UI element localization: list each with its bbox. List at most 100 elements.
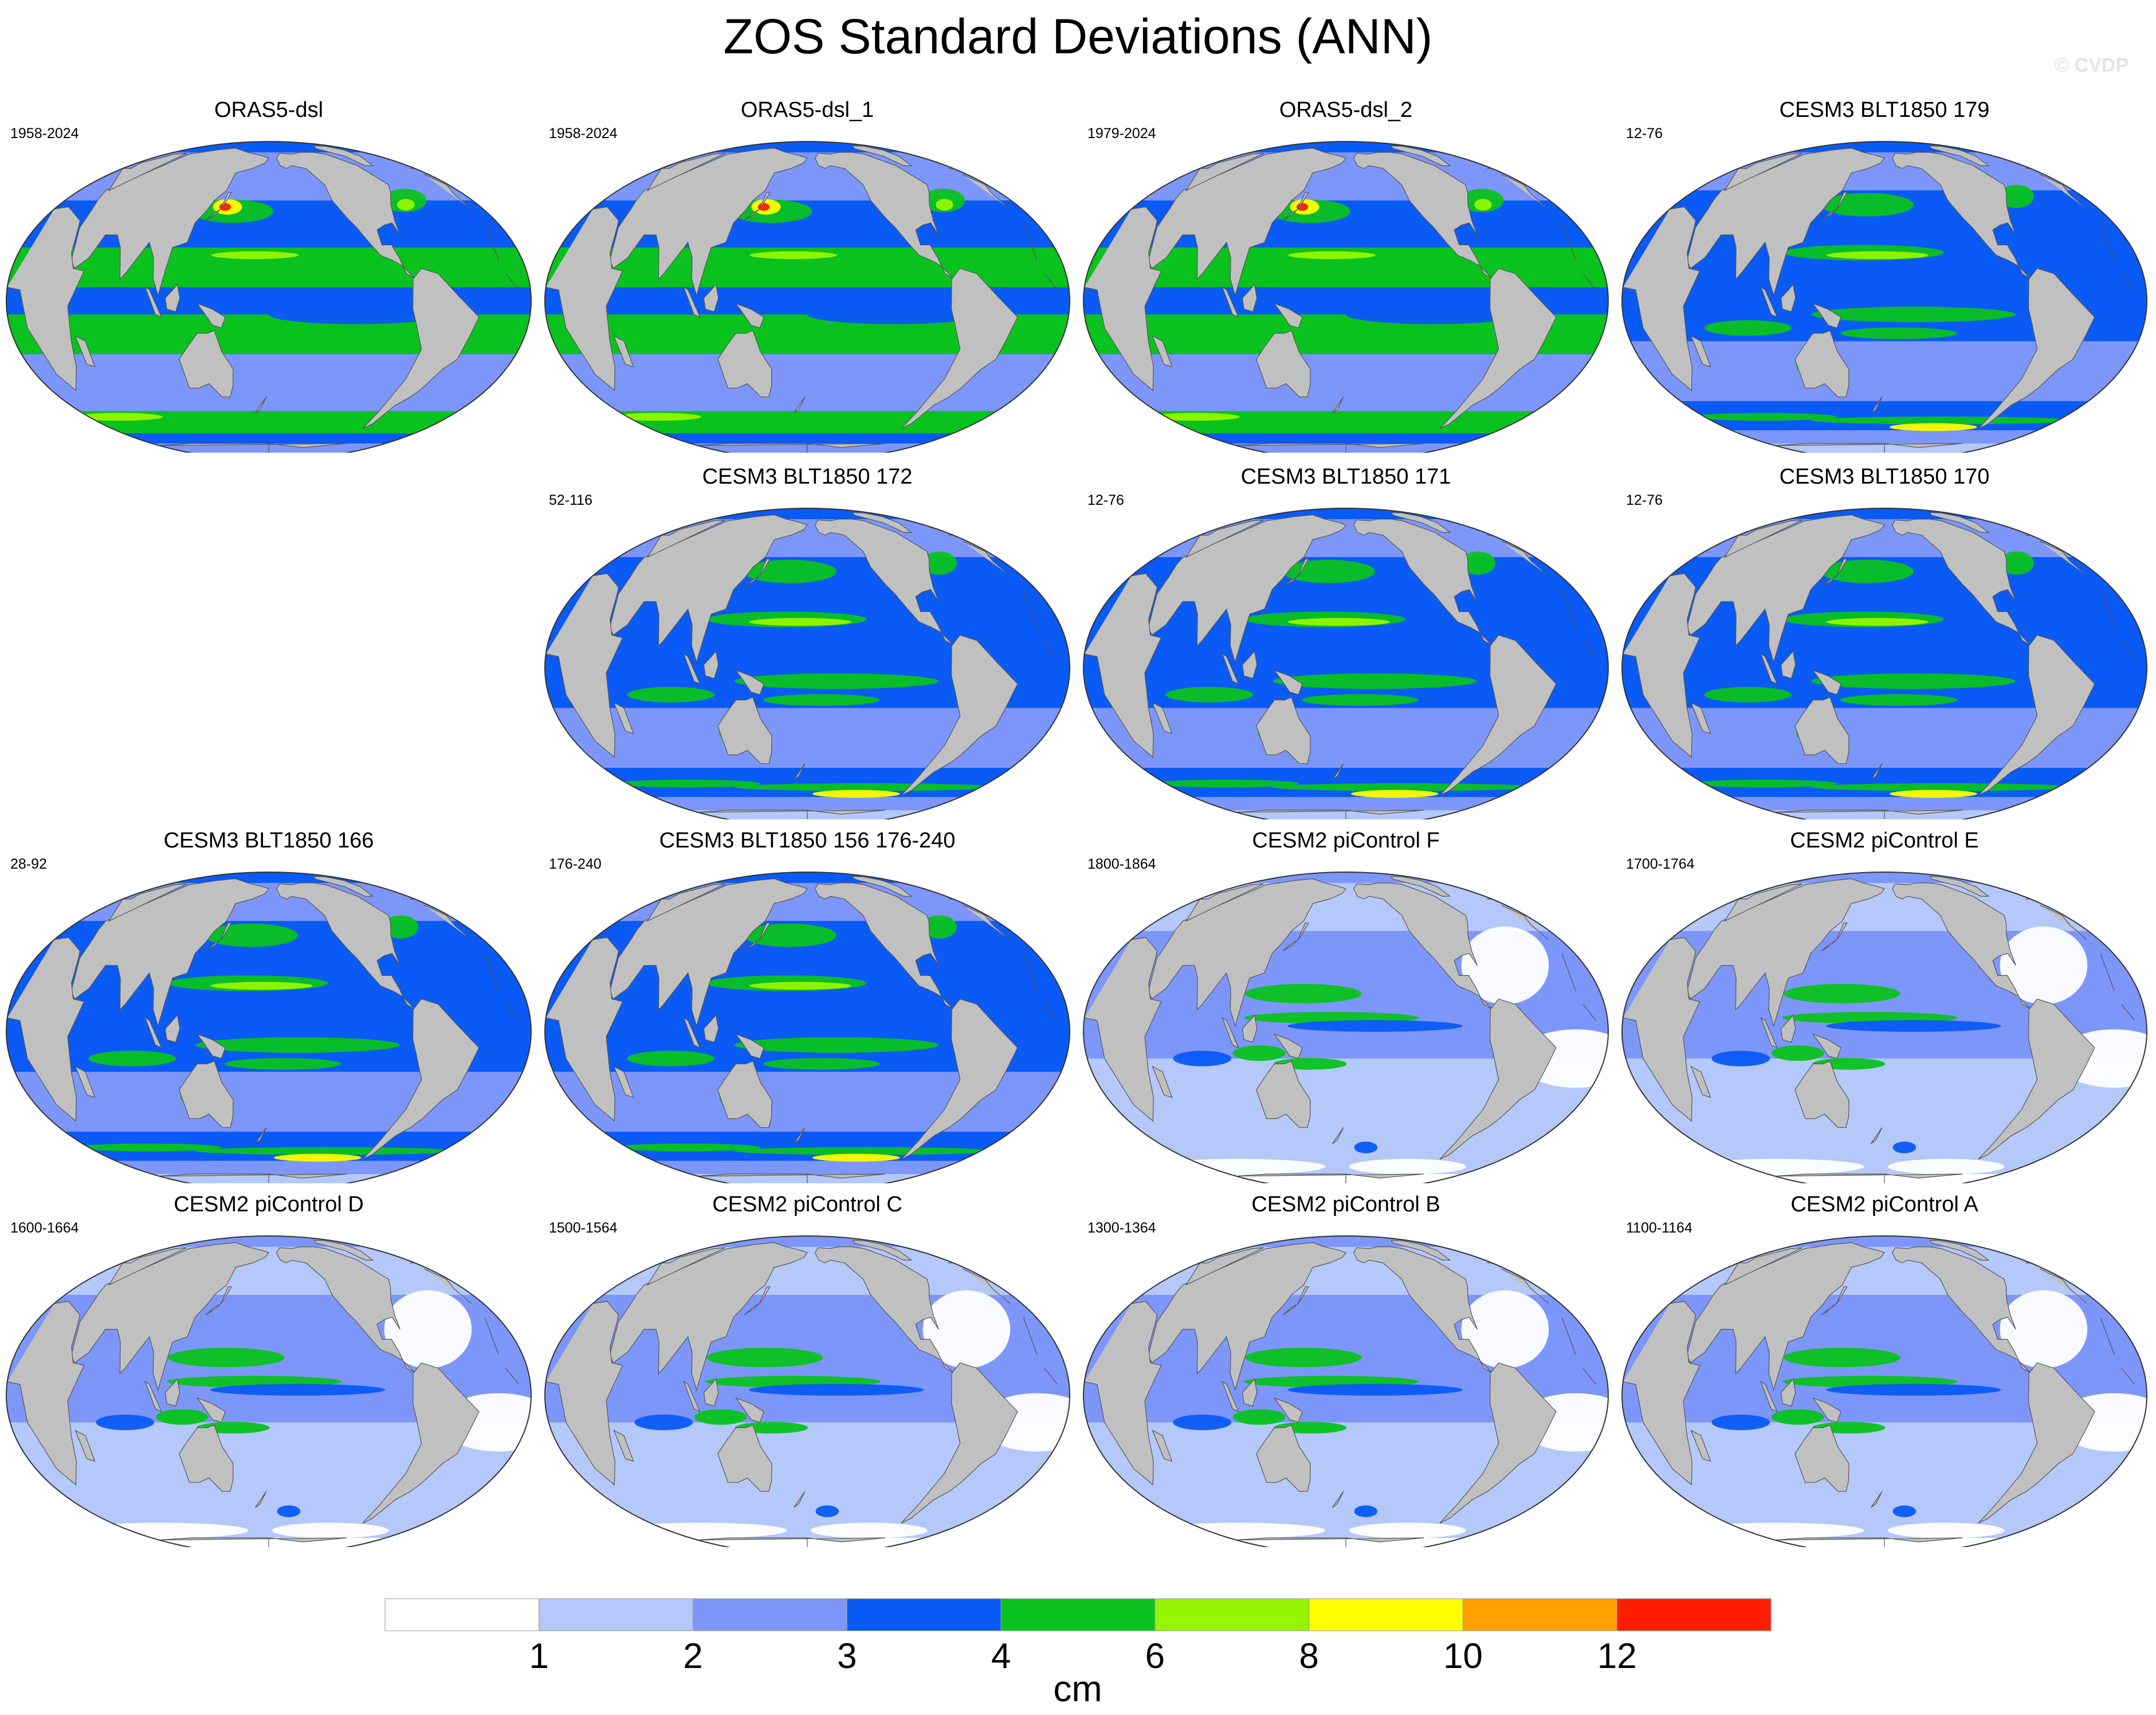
land-europe <box>646 152 1010 210</box>
land-newguinea <box>1812 1033 1841 1059</box>
land-madagascar <box>74 335 96 368</box>
map-panel: CESM2 piControl B 1300-1364 <box>1077 1192 1615 1547</box>
land-samerica <box>901 268 1018 429</box>
panel-title: CESM3 BLT1850 172 <box>702 465 913 489</box>
land-europe <box>108 1247 472 1304</box>
land-sumatra <box>1222 1017 1239 1049</box>
map-land <box>1084 876 1597 1183</box>
map-ocean-field <box>1622 142 2147 453</box>
land-japan <box>205 192 232 221</box>
land-madagascar <box>1690 1066 1711 1098</box>
land-madagascar <box>613 1066 634 1098</box>
land-borneo <box>1242 284 1258 312</box>
land-nz <box>255 397 267 414</box>
land-samerica <box>362 1362 480 1524</box>
map-globe <box>1621 872 2147 1183</box>
land-europe <box>1723 1247 2087 1304</box>
land-newguinea <box>735 1033 764 1059</box>
land-sumatra <box>683 286 701 318</box>
panel-title: CESM3 BLT1850 179 <box>1779 98 1990 122</box>
land-newguinea <box>1273 1033 1303 1059</box>
land-namerica <box>1891 882 2032 1010</box>
map-land <box>1623 876 2135 1183</box>
land-japan <box>744 559 771 588</box>
land-japan <box>1282 192 1309 221</box>
land-japan <box>744 1286 771 1316</box>
colorbar-tick-label: 12 <box>1597 1636 1637 1676</box>
map-panel: CESM3 BLT1850 172 52-116 <box>539 464 1076 819</box>
land-sumatra <box>1760 286 1778 318</box>
map-globe <box>1083 872 1609 1183</box>
map-panel: CESM2 piControl C 1500-1564 <box>539 1192 1076 1547</box>
land-newguinea <box>735 303 764 329</box>
land-nz <box>1871 1127 1883 1144</box>
panel-years: 1600-1664 <box>10 1220 79 1236</box>
map-land <box>545 876 1058 1183</box>
land-newguinea <box>735 1397 764 1423</box>
land-borneo <box>164 284 180 312</box>
land-samerica <box>1978 268 2095 429</box>
land-madagascar <box>1152 702 1173 735</box>
panel-years: 1958-2024 <box>10 125 79 142</box>
map-panel: CESM3 BLT1850 170 12-76 <box>1616 464 2153 819</box>
land-newguinea <box>196 1397 226 1423</box>
map-panel: CESM2 piControl A 1100-1164 <box>1616 1192 2153 1547</box>
land-nz <box>1871 397 1883 414</box>
land-sumatra <box>1760 1017 1778 1049</box>
land-australia <box>1256 330 1311 398</box>
land-newguinea <box>1273 303 1303 329</box>
land-borneo <box>1780 284 1796 312</box>
land-borneo <box>164 1014 180 1043</box>
land-antarctica <box>697 810 886 819</box>
panel-title: CESM2 piControl F <box>1252 829 1440 853</box>
land-namerica <box>276 1246 417 1374</box>
land-antarctica <box>697 1174 886 1183</box>
land-greenland <box>1930 145 1990 166</box>
land-africa <box>545 206 1058 391</box>
map-globe <box>1621 508 2147 819</box>
land-antarctica <box>1236 1537 1424 1547</box>
map-land <box>545 145 1058 453</box>
land-europe <box>646 883 1010 940</box>
land-newguinea <box>196 1033 226 1059</box>
land-antarctica <box>1236 1174 1424 1183</box>
land-newguinea <box>735 669 764 696</box>
map-land <box>1623 1239 2135 1547</box>
map-land <box>1623 145 2135 453</box>
land-namerica <box>814 882 955 1010</box>
land-newguinea <box>196 303 226 329</box>
land-australia <box>1794 1424 1849 1492</box>
land-greenland <box>1391 1239 1451 1261</box>
panel-title: CESM3 BLT1850 170 <box>1779 465 1990 489</box>
map-land <box>545 1239 1058 1547</box>
land-namerica <box>1353 152 1494 280</box>
map-outline <box>1083 141 1609 453</box>
land-sumatra <box>1222 286 1239 318</box>
land-nz <box>255 1491 267 1508</box>
land-japan <box>1821 1286 1848 1316</box>
land-europe <box>1185 152 1549 210</box>
panel-years: 12-76 <box>1087 492 1124 508</box>
land-sumatra <box>1760 653 1778 685</box>
land-newguinea <box>1812 669 1841 696</box>
land-australia <box>1256 697 1311 764</box>
map-outline <box>1621 141 2147 453</box>
land-greenland <box>1391 512 1451 533</box>
panel-title: CESM2 piControl B <box>1251 1192 1440 1216</box>
map-outline <box>1621 508 2147 819</box>
land-greenland <box>1391 876 1451 897</box>
land-greenland <box>314 145 374 166</box>
map-panel: CESM2 piControl D 1600-1664 <box>0 1192 537 1547</box>
map-land <box>1623 512 2135 819</box>
land-australia <box>1794 330 1849 398</box>
map-globe <box>6 1235 532 1547</box>
land-australia <box>1256 1424 1311 1492</box>
land-greenland <box>1930 512 1990 533</box>
land-australia <box>717 1424 772 1492</box>
land-borneo <box>703 650 719 679</box>
panel-years: 176-240 <box>549 856 602 872</box>
land-australia <box>179 1424 234 1492</box>
land-namerica <box>1891 519 2032 646</box>
land-africa <box>7 1301 520 1486</box>
land-greenland <box>314 876 374 897</box>
